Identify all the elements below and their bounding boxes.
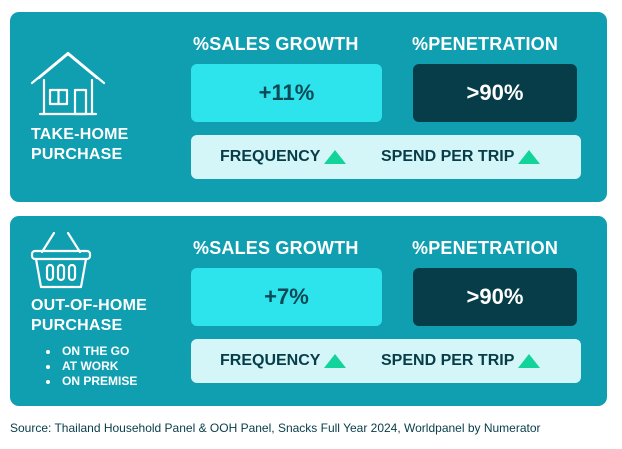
take-home-label: TAKE-HOME PURCHASE xyxy=(31,125,129,165)
up-arrow-icon xyxy=(518,354,541,368)
out-of-home-panel: OUT-OF-HOME PURCHASE ON THE GO AT WORK O… xyxy=(10,216,607,406)
penetration-header: %PENETRATION xyxy=(412,34,559,54)
take-home-panel: TAKE-HOME PURCHASE %SALES GROWTH %PENETR… xyxy=(10,12,607,202)
out-of-home-label: OUT-OF-HOME PURCHASE xyxy=(31,296,147,336)
penetration-header: %PENETRATION xyxy=(412,238,559,258)
penetration-value: >90% xyxy=(413,64,577,122)
list-item: ON THE GO xyxy=(45,344,137,359)
out-of-home-label-line1: OUT-OF-HOME xyxy=(31,297,147,314)
spend-per-trip-label: SPEND PER TRIP xyxy=(381,148,515,165)
house-icon xyxy=(30,50,106,116)
out-of-home-label-line2: PURCHASE xyxy=(31,317,123,334)
up-arrow-icon xyxy=(518,150,541,164)
source-note: Source: Thailand Household Panel & OOH P… xyxy=(10,421,541,435)
sales-growth-value: +11% xyxy=(191,64,382,122)
sales-growth-header: %SALES GROWTH xyxy=(193,34,359,54)
sales-growth-value: +7% xyxy=(191,268,382,326)
drivers-bar: FREQUENCY SPEND PER TRIP xyxy=(191,339,581,383)
frequency-label: FREQUENCY xyxy=(220,148,321,165)
list-item: ON PREMISE xyxy=(45,374,137,389)
drivers-bar: FREQUENCY SPEND PER TRIP xyxy=(191,135,581,179)
frequency-driver: FREQUENCY xyxy=(220,339,347,383)
penetration-value: >90% xyxy=(413,268,577,326)
frequency-driver: FREQUENCY xyxy=(220,135,347,179)
list-item: AT WORK xyxy=(45,359,137,374)
spend-per-trip-driver: SPEND PER TRIP xyxy=(381,339,541,383)
sales-growth-header: %SALES GROWTH xyxy=(193,238,359,258)
occasion-list: ON THE GO AT WORK ON PREMISE xyxy=(45,344,137,389)
frequency-label: FREQUENCY xyxy=(220,352,321,369)
take-home-label-line1: TAKE-HOME xyxy=(31,126,129,143)
take-home-label-line2: PURCHASE xyxy=(31,146,123,163)
spend-per-trip-label: SPEND PER TRIP xyxy=(381,352,515,369)
up-arrow-icon xyxy=(324,354,347,368)
up-arrow-icon xyxy=(324,150,347,164)
basket-icon xyxy=(30,230,92,290)
spend-per-trip-driver: SPEND PER TRIP xyxy=(381,135,541,179)
